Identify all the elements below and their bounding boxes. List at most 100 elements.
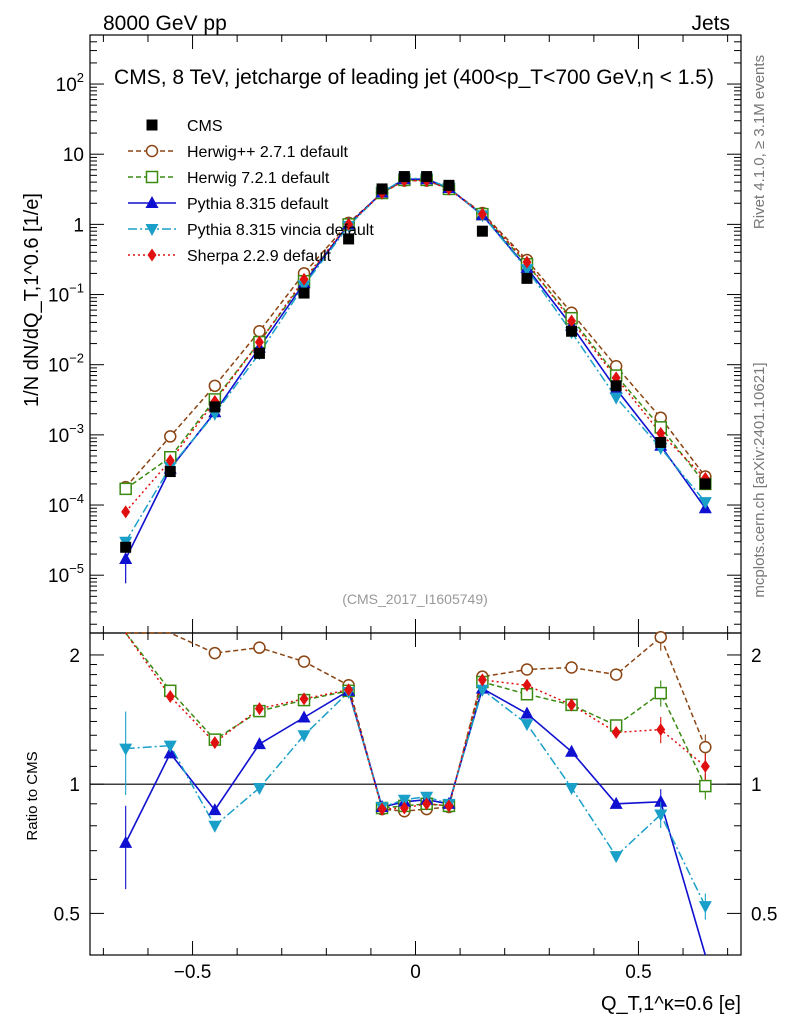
ratio-tick-label-right: 2 — [751, 646, 762, 667]
y-tick-exponent: −3 — [69, 421, 84, 436]
cms-data-point — [521, 272, 533, 284]
legend-pythia-marker — [145, 196, 159, 208]
herwig--point — [253, 324, 266, 338]
pythia-ratio-point — [119, 835, 133, 848]
cms-data-point — [120, 541, 132, 553]
energy-label: 8000 GeV pp — [103, 12, 227, 35]
pythia-ratio-point — [297, 710, 311, 723]
vincia-point — [609, 392, 623, 405]
legend-herwig7-label: Herwig 7.2.1 default — [187, 170, 330, 187]
y-tick-label: 10−1 — [48, 281, 84, 307]
vincia-ratio-point — [252, 782, 266, 795]
legend-sherpa-marker — [147, 248, 157, 262]
y-tick-exponent: −2 — [69, 351, 84, 366]
pythia-ratio-point — [565, 744, 579, 757]
pythia-ratio-point — [520, 706, 534, 719]
vincia-point — [520, 264, 534, 277]
herwig7-line — [125, 179, 706, 490]
x-tick-label: −0.5 — [174, 962, 212, 983]
legend-cms-marker — [146, 119, 158, 131]
ratio-tick-label-right: 1 — [751, 775, 762, 796]
ratio-axis-label: Ratio to CMS — [24, 751, 41, 840]
y-tick-label: 10 — [63, 145, 84, 166]
analysis-id: (CMS_2017_I1605749) — [342, 591, 488, 607]
sherpa-ratio-point — [477, 673, 487, 687]
cms-data-point — [443, 179, 455, 191]
rivet-label: Rivet 4.1.0, ≥ 3.1M events — [751, 55, 768, 229]
herwig--ratio-point — [520, 663, 534, 676]
y-tick-exponent: −1 — [69, 281, 84, 296]
sherpa-ratio-point — [344, 683, 354, 697]
y-tick-label: 10−5 — [48, 561, 84, 587]
cms-data-point — [298, 287, 310, 299]
cms-data-point — [566, 325, 578, 337]
sherpa-ratio-point — [210, 736, 220, 750]
vincia-point — [297, 280, 311, 293]
herwig--ratio-point — [654, 630, 667, 644]
vincia-ratio-point — [520, 719, 534, 732]
legend-vincia-marker — [145, 224, 159, 236]
legend-herwig--marker — [145, 144, 159, 158]
cms-data-point — [164, 466, 176, 478]
herwig--ratio-point — [565, 661, 578, 674]
sherpa-point — [254, 335, 264, 349]
herwig7-ratio-point — [699, 779, 712, 793]
cms-data-point — [209, 401, 221, 413]
process-label: Jets — [691, 12, 730, 35]
sherpa-point — [299, 272, 309, 286]
sherpa-ratio-point — [611, 725, 621, 739]
sherpa-ratio-point — [444, 799, 454, 813]
ratio-tick-label: 0.5 — [54, 904, 80, 925]
legend-cms-label: CMS — [187, 118, 223, 135]
sherpa-point — [344, 217, 354, 231]
vincia-ratio-point — [609, 851, 623, 864]
sherpa-line — [125, 179, 706, 513]
plot-title: CMS, 8 TeV, jetcharge of leading jet (40… — [114, 66, 714, 89]
herwig--ratio-point — [297, 655, 311, 668]
cms-data-point — [476, 225, 488, 237]
pythia-point — [119, 552, 133, 565]
sherpa-point — [656, 426, 666, 440]
cms-data-point — [398, 171, 410, 183]
legend-pythia-label: Pythia 8.315 default — [187, 196, 329, 213]
sherpa-point — [165, 454, 175, 468]
legend-vincia-label: Pythia 8.315 vincia default — [187, 222, 374, 239]
sherpa-ratio-point — [656, 723, 666, 737]
herwig7-point — [119, 482, 132, 496]
sherpa-ratio-point — [165, 690, 175, 704]
sherpa-ratio-point — [522, 678, 532, 692]
y-tick-label: 10−3 — [48, 421, 84, 447]
sherpa-point — [477, 207, 487, 221]
herwig7-ratio-point — [654, 686, 667, 700]
herwig--ratio-line — [125, 632, 706, 812]
sherpa-ratio-point — [700, 759, 710, 773]
pythia-ratio-point — [208, 803, 222, 816]
sherpa-ratio-point — [299, 692, 309, 706]
cms-data-point — [699, 478, 711, 490]
main-series — [119, 171, 712, 584]
herwig--ratio-point — [208, 646, 222, 660]
vincia-ratio-point — [654, 809, 668, 822]
vincia-ratio-point — [698, 901, 712, 914]
legend-sherpa-label: Sherpa 2.2.9 default — [187, 248, 332, 265]
cms-data-point — [610, 380, 622, 392]
y-tick-label: 1 — [73, 215, 84, 236]
vincia-ratio-line — [125, 688, 706, 907]
pythia-ratio-point — [252, 737, 266, 750]
cms-data-point — [655, 436, 667, 448]
axes: 10−5 10−4 10−3 10−2 10−1 1 10 102 −0.5 0 0.5 0.5 0.5… — [48, 34, 777, 983]
y-tick-label: 10−2 — [48, 351, 84, 377]
legend-herwig7-marker — [145, 170, 159, 184]
ratio-frame — [89, 632, 742, 956]
sherpa-ratio-point — [377, 802, 387, 816]
herwig--point — [164, 430, 177, 443]
cms-data-point — [421, 171, 433, 183]
cms-data-point — [253, 347, 265, 359]
herwig--point — [208, 379, 222, 393]
vincia-line — [125, 177, 706, 543]
y-tick-exponent: −4 — [69, 491, 84, 506]
vincia-ratio-point — [297, 730, 311, 743]
ratio-tick-label: 2 — [69, 646, 80, 667]
sherpa-point — [522, 255, 532, 269]
